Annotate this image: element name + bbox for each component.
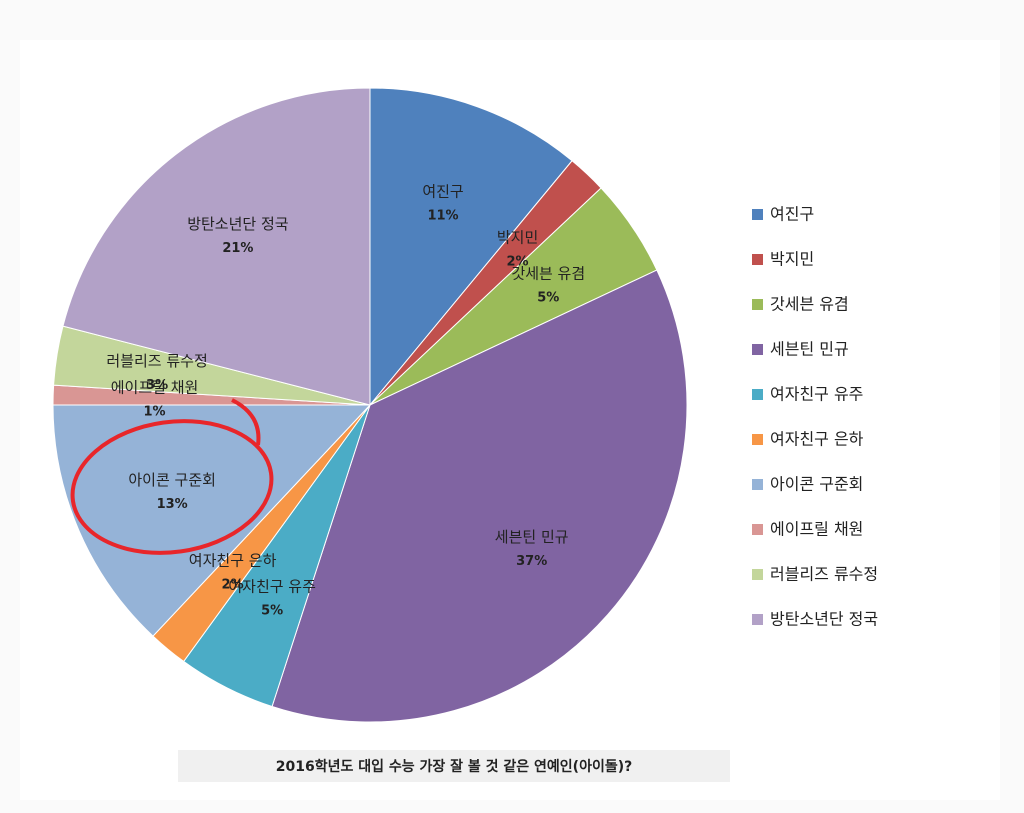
legend-label: 에이프릴 채원 <box>770 520 863 539</box>
slice-value-label: 2% <box>222 578 244 593</box>
legend-swatch <box>752 614 763 625</box>
slice-label: 러블리즈 류수정 <box>106 352 207 370</box>
legend-label: 여자친구 은하 <box>770 430 864 449</box>
slice-label: 여자친구 유주 <box>228 578 316 596</box>
slice-label: 아이콘 구준회 <box>128 471 216 489</box>
slice-value-label: 21% <box>222 241 253 256</box>
pie-slice <box>369 87 573 407</box>
annotation-stroke <box>231 398 261 446</box>
legend-label: 세븐틴 민규 <box>770 340 849 359</box>
legend-label: 방탄소년단 정국 <box>770 610 878 629</box>
slice-label: 에이프릴 채원 <box>111 379 199 397</box>
slice-label: 갓세븐 유겸 <box>511 264 585 282</box>
slice-label: 방탄소년단 정국 <box>187 215 289 233</box>
pie-slice <box>52 404 372 637</box>
slice-value-label: 11% <box>427 209 458 224</box>
legend-swatch <box>752 209 763 220</box>
legend-label: 아이콘 구준회 <box>770 475 863 494</box>
title-box <box>178 750 730 782</box>
legend-label: 러블리즈 류수정 <box>770 565 878 584</box>
slice-value-label: 37% <box>516 554 547 569</box>
legend-swatch <box>752 254 763 265</box>
slice-label: 여진구 <box>422 183 463 201</box>
slice-value-label: 13% <box>157 497 188 512</box>
legend-swatch <box>752 389 763 400</box>
pie-slice <box>62 87 371 406</box>
annotation-circle <box>70 419 274 555</box>
legend-label: 박지민 <box>770 250 814 269</box>
legend-swatch <box>752 479 763 490</box>
legend-label: 여자친구 유주 <box>770 385 863 404</box>
slice-value-label: 2% <box>507 254 529 269</box>
legend-swatch <box>752 569 763 580</box>
slice-label: 세븐틴 민규 <box>495 528 569 546</box>
slice-label: 박지민 <box>497 228 538 246</box>
legend-swatch <box>752 299 763 310</box>
slice-label: 여자친구 은하 <box>189 552 277 570</box>
slice-value-label: 3% <box>146 378 168 393</box>
legend-swatch <box>752 524 763 535</box>
legend-swatch <box>752 344 763 355</box>
pie-slice <box>271 269 688 723</box>
pie <box>52 87 688 723</box>
legend-swatch <box>752 434 763 445</box>
slice-value-label: 1% <box>144 405 166 420</box>
slice-value-label: 5% <box>261 604 283 619</box>
legend-label: 여진구 <box>770 205 814 224</box>
slice-value-label: 5% <box>537 290 559 305</box>
legend-label: 갓세븐 유겸 <box>770 295 849 314</box>
chart-title: 2016학년도 대입 수능 가장 잘 볼 것 같은 연예인(아이돌)? <box>276 758 632 775</box>
